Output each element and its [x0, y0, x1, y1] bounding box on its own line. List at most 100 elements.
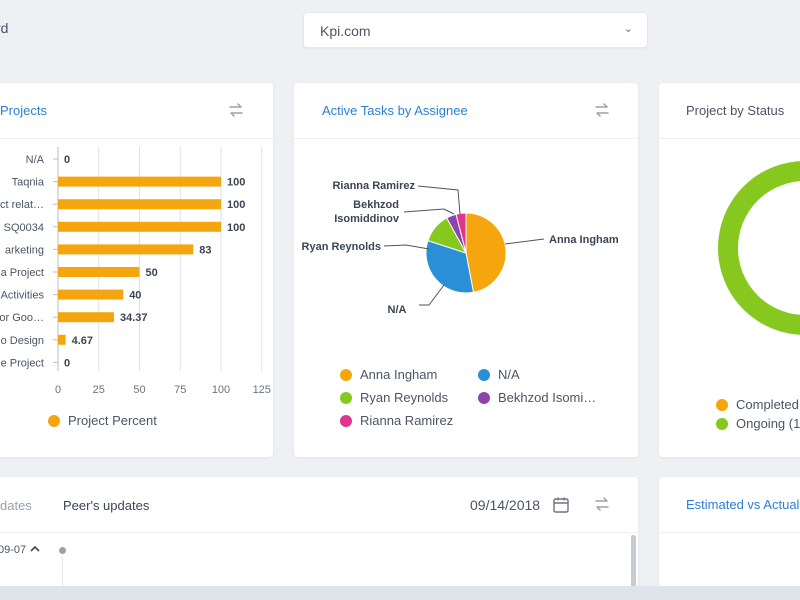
- legend-label: Anna Ingham: [360, 367, 438, 382]
- active-tasks-card-title: Active Tasks by Assignee: [322, 103, 468, 118]
- calendar-icon[interactable]: [552, 496, 570, 514]
- legend-dot: [340, 415, 352, 427]
- legend-label: Ryan Reynolds: [360, 390, 449, 405]
- domain-select-value: Kpi.com: [320, 23, 371, 39]
- pie-legend-item[interactable]: Anna Ingham: [340, 367, 437, 382]
- x-tick-label: 50: [133, 384, 145, 396]
- x-tick-label: 25: [93, 384, 105, 396]
- refresh-icon[interactable]: [592, 494, 612, 514]
- projects-card-title: Projects: [0, 103, 47, 118]
- leader-line: [417, 185, 461, 215]
- projects-card: Projects 0 25 50 75 100 125 N/A 0 Taqnia 100 ct re…: [0, 83, 273, 457]
- pie-legend-item[interactable]: Ryan Reynolds: [340, 390, 448, 405]
- x-tick-label: 0: [55, 384, 61, 396]
- legend-label: Bekhzod Isomi…: [498, 390, 597, 405]
- pie-label: Anna Ingham: [549, 234, 619, 246]
- leader-line: [383, 244, 430, 250]
- project-status-card-header: Project by Status: [659, 83, 800, 139]
- y-tick-label: arketing: [5, 244, 44, 256]
- bar: [58, 199, 221, 210]
- pie-legend-item[interactable]: N/A: [478, 367, 520, 382]
- scrollbar[interactable]: [631, 535, 636, 587]
- updates-card-header: dates Peer's updates 09/14/2018: [0, 477, 638, 533]
- data-label: 100: [227, 222, 245, 234]
- y-tick-label: a Project: [1, 267, 44, 279]
- data-label: 0: [64, 357, 70, 369]
- data-label: 0: [64, 154, 70, 166]
- chevron-down-icon: ⌄: [623, 23, 633, 35]
- pie-slice: [455, 212, 467, 254]
- y-tick-label: Taqnia: [12, 177, 45, 189]
- bar: [58, 176, 221, 187]
- status-legend-item[interactable]: Completed: [716, 397, 799, 412]
- active-tasks-card: Active Tasks by Assignee Anna Ingham N/A R…: [294, 83, 638, 457]
- legend-label: N/A: [498, 367, 520, 382]
- timeline-dot: [59, 547, 66, 554]
- refresh-icon[interactable]: [226, 100, 246, 120]
- pie-slice: [425, 240, 475, 294]
- pie-legend-item[interactable]: Rianna Ramirez: [340, 413, 453, 428]
- leader-line: [403, 208, 455, 215]
- active-tasks-pie-chart: Anna Ingham N/A Ryan Reynolds Bekhzod Isomid…: [302, 180, 619, 316]
- data-label: 4.67: [72, 335, 93, 347]
- bar: [58, 334, 66, 345]
- timeline-line: [62, 557, 63, 587]
- y-tick-label: for Goo…: [0, 312, 44, 324]
- top-bar: rd Kpi.com ⌄: [0, 0, 800, 64]
- leader-line: [504, 238, 545, 245]
- pie-legend-item[interactable]: Bekhzod Isomi…: [478, 390, 596, 405]
- updates-date[interactable]: 09/14/2018: [470, 497, 541, 513]
- legend-dot: [478, 369, 490, 381]
- estimated-card-title: Estimated vs Actual: [686, 497, 800, 512]
- pie-slice: [465, 212, 507, 293]
- bar: [58, 221, 221, 232]
- data-label: 40: [129, 290, 141, 302]
- bar: [58, 244, 194, 255]
- tab-updates[interactable]: dates: [0, 498, 32, 513]
- legend-label: Rianna Ramirez: [360, 413, 454, 428]
- projects-legend[interactable]: Project Percent: [48, 413, 157, 428]
- data-label: 100: [227, 177, 245, 189]
- active-tasks-card-header: Active Tasks by Assignee: [294, 83, 638, 139]
- data-label: 50: [146, 267, 158, 279]
- pie-label: Ryan Reynolds: [302, 241, 381, 253]
- project-status-card: Project by Status Completed Ongoing (13: [659, 83, 800, 457]
- data-label: 34.37: [120, 312, 148, 324]
- pie-label: Bekhzod: [353, 199, 399, 211]
- tab-peers-updates[interactable]: Peer's updates: [63, 498, 150, 513]
- leader-line: [419, 284, 445, 306]
- legend-dot: [340, 369, 352, 381]
- legend-dot: [340, 392, 352, 404]
- bottom-strip: [0, 586, 800, 600]
- data-label: 100: [227, 199, 245, 211]
- bar: [58, 267, 140, 277]
- project-status-donut-chart: [718, 161, 800, 335]
- estimated-vs-actual-card: Estimated vs Actual: [659, 477, 800, 587]
- x-tick-label: 100: [212, 384, 230, 396]
- projects-legend-label: Project Percent: [68, 413, 157, 428]
- update-row-date: 09-07: [0, 544, 27, 556]
- y-tick-label: SQ0034: [4, 222, 44, 234]
- legend-label: Completed: [736, 397, 799, 412]
- pie-label: Isomiddinov: [334, 213, 400, 225]
- y-tick-label: ct relat…: [0, 199, 44, 211]
- x-tick-label: 125: [253, 384, 271, 396]
- legend-dot: [478, 392, 490, 404]
- updates-card: dates Peer's updates 09/14/2018 09-07: [0, 477, 638, 587]
- status-legend-item[interactable]: Ongoing (13: [716, 416, 800, 431]
- projects-card-header: Projects: [0, 83, 273, 139]
- data-label: 83: [199, 244, 211, 256]
- bar: [58, 312, 115, 323]
- pie-label: N/A: [388, 304, 407, 316]
- project-status-card-title: Project by Status: [686, 103, 785, 118]
- y-tick-label: Activities: [1, 290, 45, 302]
- bar: [58, 289, 124, 300]
- pie-label: Rianna Ramirez: [332, 180, 415, 192]
- chevron-up-icon[interactable]: [30, 545, 40, 553]
- donut-ring: [718, 161, 800, 335]
- dashboard-title: rd: [0, 20, 9, 36]
- domain-select[interactable]: Kpi.com ⌄: [303, 12, 648, 48]
- estimated-card-header: Estimated vs Actual: [659, 477, 800, 533]
- refresh-icon[interactable]: [592, 100, 612, 120]
- y-tick-label: o Design: [1, 335, 44, 347]
